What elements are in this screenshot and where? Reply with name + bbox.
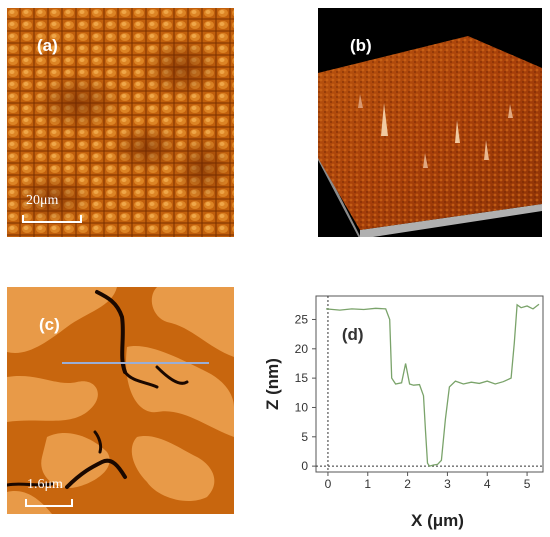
profile-line xyxy=(325,303,540,467)
x-tick-label: 0 xyxy=(325,477,332,491)
afm-texture-a xyxy=(7,8,234,237)
x-tick-label: 1 xyxy=(364,477,371,491)
afm-image-c: (c) 1.6μm xyxy=(5,287,234,514)
scale-bar-a-line xyxy=(22,221,82,223)
scale-bar-a-tick-left xyxy=(22,215,24,223)
scale-bar-a: 20μm xyxy=(22,193,84,223)
profile-chart-svg: 0 1 2 3 4 5 0 5 10 15 20 25 X (μm) Z (nm) (d) xyxy=(263,295,544,530)
y-tick-label: 0 xyxy=(301,459,308,473)
y-tick-label: 10 xyxy=(295,400,309,414)
scale-bar-a-text: 20μm xyxy=(26,193,59,208)
panel-a-label: (a) xyxy=(37,36,58,55)
x-axis-label: X (μm) xyxy=(411,511,464,530)
panel-b-label: (b) xyxy=(350,36,372,55)
panel-d-label: (d) xyxy=(342,325,364,344)
y-tick-label: 15 xyxy=(295,371,309,385)
scale-bar-a-tick-right xyxy=(80,215,82,223)
afm-image-a: (a) 20μm xyxy=(7,8,234,237)
x-tick-label: 3 xyxy=(444,477,451,491)
afm-3d-b: (b) xyxy=(318,8,542,240)
scale-bar-c: 1.6μm xyxy=(25,477,77,507)
scale-bar-c-tick-left xyxy=(25,499,27,507)
scale-bar-c-line xyxy=(25,505,73,507)
afm-texture-c xyxy=(5,287,234,514)
scale-bar-c-tick-right xyxy=(71,499,73,507)
panel-c-label: (c) xyxy=(39,315,60,334)
plot-frame xyxy=(315,295,544,473)
x-tick-label: 2 xyxy=(404,477,411,491)
y-axis-label: Z (nm) xyxy=(263,358,282,410)
x-tick-label: 5 xyxy=(524,477,531,491)
y-tick-label: 5 xyxy=(301,430,308,444)
afm-3d-surface-b xyxy=(318,36,542,240)
x-tick-label: 4 xyxy=(484,477,491,491)
scale-bar-c-text: 1.6μm xyxy=(27,477,63,492)
y-tick-label: 20 xyxy=(295,342,309,356)
profile-chart-d: 0 1 2 3 4 5 0 5 10 15 20 25 X (μm) Z (nm) (d) xyxy=(256,288,550,532)
y-tick-label: 25 xyxy=(295,312,309,326)
